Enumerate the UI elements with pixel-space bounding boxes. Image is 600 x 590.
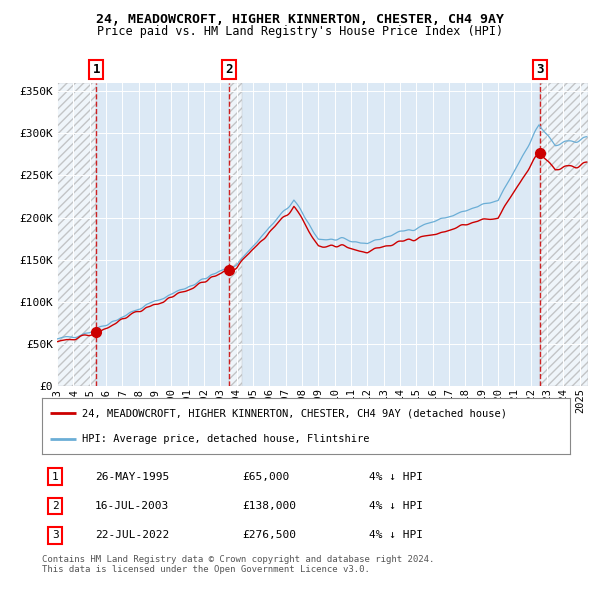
Bar <box>540 83 588 386</box>
Text: 26-MAY-1995: 26-MAY-1995 <box>95 471 169 481</box>
Text: Price paid vs. HM Land Registry's House Price Index (HPI): Price paid vs. HM Land Registry's House … <box>97 25 503 38</box>
Text: £138,000: £138,000 <box>242 501 296 511</box>
Text: 4% ↓ HPI: 4% ↓ HPI <box>370 501 424 511</box>
Text: £65,000: £65,000 <box>242 471 290 481</box>
Text: Contains HM Land Registry data © Crown copyright and database right 2024.: Contains HM Land Registry data © Crown c… <box>42 555 434 563</box>
Text: 4% ↓ HPI: 4% ↓ HPI <box>370 530 424 540</box>
Bar <box>229 83 242 386</box>
Bar <box>57 83 96 386</box>
Text: 24, MEADOWCROFT, HIGHER KINNERTON, CHESTER, CH4 9AY: 24, MEADOWCROFT, HIGHER KINNERTON, CHEST… <box>96 13 504 26</box>
Bar <box>57 83 96 386</box>
Text: 3: 3 <box>52 530 59 540</box>
Text: 2: 2 <box>52 501 59 511</box>
Bar <box>540 83 588 386</box>
Text: 3: 3 <box>536 63 544 76</box>
Text: £276,500: £276,500 <box>242 530 296 540</box>
Text: This data is licensed under the Open Government Licence v3.0.: This data is licensed under the Open Gov… <box>42 565 370 574</box>
Text: 2: 2 <box>226 63 233 76</box>
Text: HPI: Average price, detached house, Flintshire: HPI: Average price, detached house, Flin… <box>82 434 369 444</box>
Text: 22-JUL-2022: 22-JUL-2022 <box>95 530 169 540</box>
Text: 1: 1 <box>52 471 59 481</box>
Text: 24, MEADOWCROFT, HIGHER KINNERTON, CHESTER, CH4 9AY (detached house): 24, MEADOWCROFT, HIGHER KINNERTON, CHEST… <box>82 408 506 418</box>
Text: 4% ↓ HPI: 4% ↓ HPI <box>370 471 424 481</box>
Text: 1: 1 <box>92 63 100 76</box>
Bar <box>229 83 242 386</box>
Text: 16-JUL-2003: 16-JUL-2003 <box>95 501 169 511</box>
